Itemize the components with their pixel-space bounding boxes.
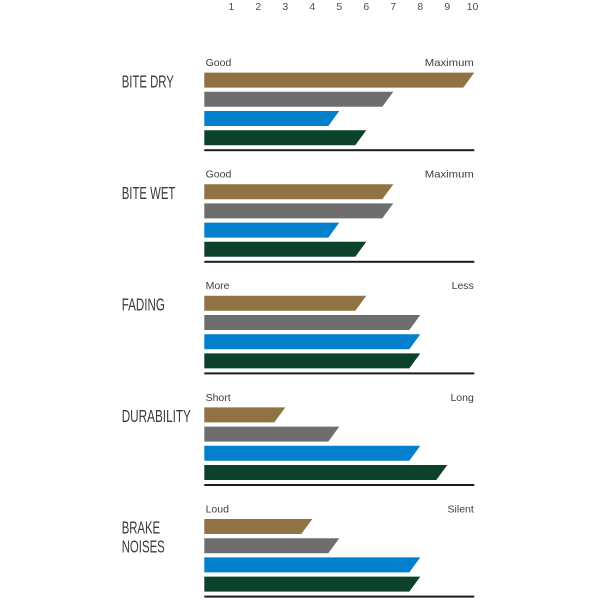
svg-text:Short: Short — [206, 392, 231, 404]
svg-text:4: 4 — [309, 1, 315, 13]
svg-text:5: 5 — [336, 1, 342, 13]
svg-text:2: 2 — [255, 1, 261, 13]
svg-text:More: More — [206, 280, 230, 292]
svg-text:Loud: Loud — [206, 503, 230, 515]
svg-text:3: 3 — [282, 1, 288, 13]
svg-text:8: 8 — [417, 1, 423, 13]
svg-text:Good: Good — [206, 57, 232, 69]
svg-text:Long: Long — [450, 392, 474, 404]
svg-text:DURABILITY: DURABILITY — [122, 407, 191, 427]
svg-text:BITE WET: BITE WET — [122, 183, 176, 203]
svg-text:Silent: Silent — [448, 503, 474, 515]
svg-text:Good: Good — [206, 169, 232, 181]
svg-text:Less: Less — [452, 280, 474, 292]
svg-text:10: 10 — [467, 1, 479, 13]
svg-text:BITE DRY: BITE DRY — [122, 72, 174, 92]
svg-text:1: 1 — [228, 1, 234, 13]
svg-text:Maximum: Maximum — [425, 57, 474, 69]
svg-text:BRAKE: BRAKE — [122, 518, 160, 538]
svg-text:9: 9 — [444, 1, 450, 13]
svg-text:6: 6 — [363, 1, 369, 13]
svg-text:FADING: FADING — [122, 295, 165, 315]
svg-text:Maximum: Maximum — [425, 169, 474, 181]
svg-text:7: 7 — [390, 1, 396, 13]
svg-text:NOISES: NOISES — [122, 537, 165, 557]
